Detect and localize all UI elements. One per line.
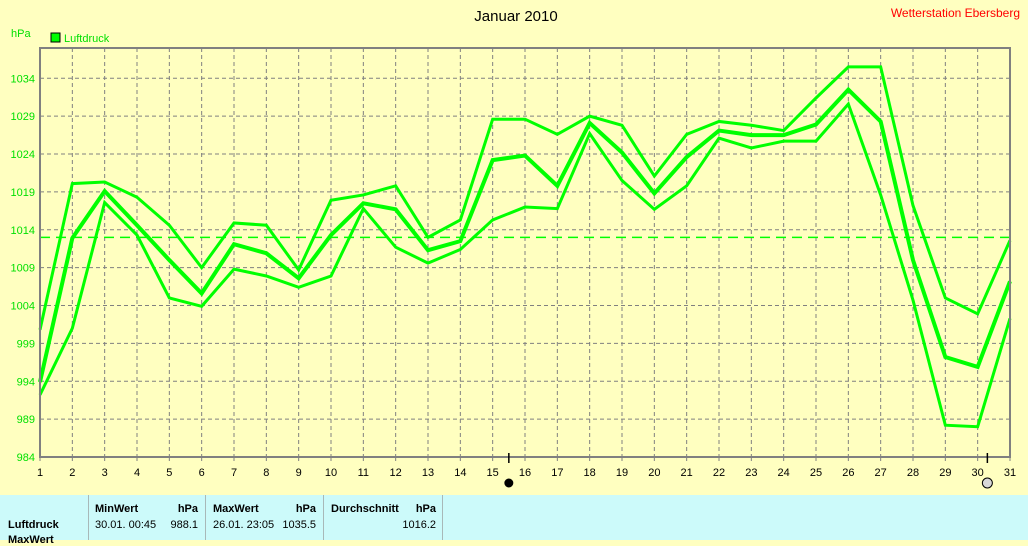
x-tick-label: 26	[842, 467, 854, 479]
legend-swatch	[50, 32, 61, 43]
x-tick-label: 5	[166, 467, 172, 479]
mean-series-line	[38, 86, 1012, 383]
min-series-line	[38, 101, 1012, 429]
x-tick-label: 23	[745, 467, 757, 479]
y-tick-label: 989	[17, 414, 35, 426]
row2-label: MaxWert	[8, 534, 54, 546]
x-tick-label: 17	[551, 467, 563, 479]
avg-column: Durchschnitt hPa 1016.2	[323, 495, 443, 540]
max-header: MaxWert	[213, 503, 259, 515]
station-name: Wetterstation Ebersberg	[891, 6, 1020, 20]
avg-header: Durchschnitt	[331, 503, 399, 515]
avg-value: 1016.2	[402, 519, 436, 531]
legend-label: Luftdruck	[64, 33, 110, 45]
x-tick-label: 4	[134, 467, 140, 479]
y-tick-label: 999	[17, 338, 35, 350]
x-tick-label: 16	[519, 467, 531, 479]
row-label: Luftdruck	[8, 519, 59, 531]
x-tick-label: 15	[487, 467, 499, 479]
x-tick-label: 25	[810, 467, 822, 479]
min-column: MinWert hPa 30.01. 00:45 988.1	[88, 495, 206, 540]
x-tick-label: 20	[648, 467, 660, 479]
y-tick-label: 1029	[11, 111, 35, 123]
y-tick-label: 1019	[11, 187, 35, 199]
x-tick-label: 9	[296, 467, 302, 479]
max-value: 1035.5	[282, 519, 316, 531]
range-marker-handle[interactable]	[981, 477, 993, 489]
range-marker-handle[interactable]	[504, 478, 514, 488]
y-axis-unit: hPa	[11, 28, 31, 40]
y-tick-label: 1034	[11, 73, 35, 85]
y-tick-label: 1009	[11, 263, 35, 275]
x-tick-label: 18	[584, 467, 596, 479]
max-datetime: 26.01. 23:05	[213, 519, 275, 531]
min-unit: hPa	[177, 503, 198, 515]
pressure-chart: Januar 2010 Wetterstation Ebersberg hPa …	[11, 6, 1020, 489]
y-tick-label: 984	[17, 452, 35, 464]
x-tick-label: 29	[939, 467, 951, 479]
y-tick-label: 1004	[11, 301, 35, 313]
x-tick-label: 7	[231, 467, 237, 479]
x-tick-label: 10	[325, 467, 337, 479]
x-tick-label: 28	[907, 467, 919, 479]
avg-unit: hPa	[415, 503, 436, 515]
max-series-line	[38, 65, 1012, 331]
x-tick-label: 22	[713, 467, 725, 479]
y-tick-label: 1014	[11, 225, 35, 237]
x-tick-label: 3	[102, 467, 108, 479]
x-tick-label: 19	[616, 467, 628, 479]
y-tick-label: 994	[17, 376, 35, 388]
x-tick-label: 21	[681, 467, 693, 479]
min-value: 988.1	[170, 519, 198, 531]
chart-title: Januar 2010	[474, 8, 557, 25]
max-unit: hPa	[295, 503, 316, 515]
x-tick-label: 11	[358, 467, 369, 479]
x-tick-label: 13	[422, 467, 434, 479]
x-tick-label: 6	[199, 467, 205, 479]
x-tick-label: 31	[1004, 467, 1016, 479]
max-column: MaxWert hPa 26.01. 23:05 1035.5	[205, 495, 324, 540]
x-tick-label: 14	[454, 467, 466, 479]
min-datetime: 30.01. 00:45	[95, 519, 157, 531]
statistics-panel: Luftdruck MaxWert MinWert hPa 30.01. 00:…	[0, 495, 1028, 546]
min-header: MinWert	[95, 503, 139, 515]
x-tick-label: 30	[972, 467, 984, 479]
x-tick-label: 27	[875, 467, 887, 479]
x-tick-label: 1	[37, 467, 43, 479]
x-tick-label: 12	[390, 467, 402, 479]
y-tick-label: 1024	[11, 149, 35, 161]
x-tick-label: 24	[778, 467, 790, 479]
x-tick-label: 2	[69, 467, 75, 479]
x-tick-label: 8	[263, 467, 269, 479]
